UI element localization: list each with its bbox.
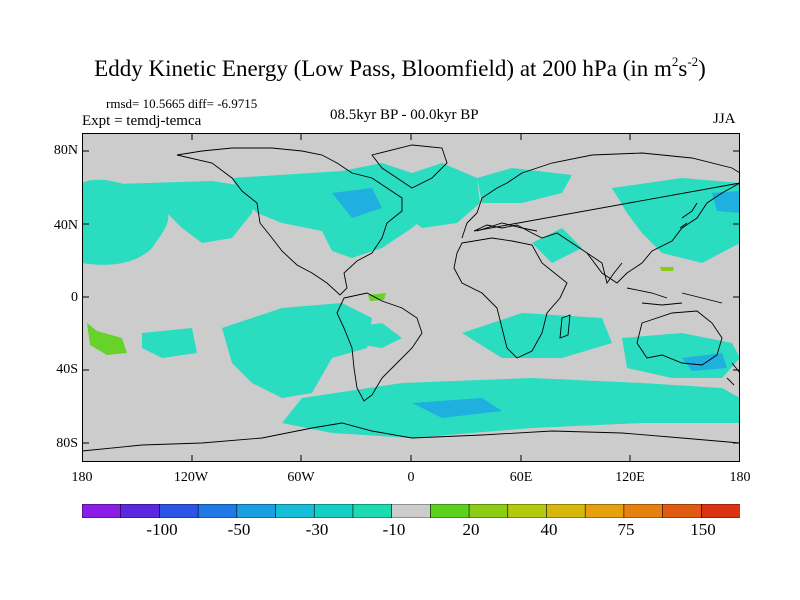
coast-eurasia: [461, 152, 740, 284]
y-tick-40s: 40S: [56, 362, 78, 377]
y-tick-80n: 80N: [53, 143, 78, 158]
colorbar-label-neg50: -50: [227, 520, 251, 539]
experiment-label: Expt = temdj-temca: [82, 113, 202, 129]
colorbar-swatch: [468, 504, 509, 518]
colorbar-swatch: [391, 504, 432, 518]
coast-north-america: [176, 147, 403, 296]
y-tick-80s: 80S: [56, 436, 78, 451]
colorbar-swatch: [275, 504, 315, 518]
colorbar-swatch: [159, 504, 199, 518]
colorbar-swatch: [120, 504, 161, 518]
season-label: JJA: [713, 111, 736, 127]
colorbar-label-40: 40: [540, 520, 558, 539]
field-positive-pacific: [660, 267, 674, 271]
title-text: Eddy Kinetic Energy (Low Pass, Bloomfiel…: [94, 56, 672, 81]
x-tick-60e: 60E: [509, 470, 533, 485]
field-south-atlantic: [347, 323, 402, 348]
field-north-pacific-east: [82, 181, 257, 243]
field-south-america-band: [222, 303, 372, 398]
colorbar-swatch: [313, 504, 354, 518]
tick-marks: [82, 133, 740, 462]
colorbar-swatch: [546, 504, 586, 518]
map-panel: [82, 133, 740, 462]
x-tick-180e: 180: [729, 470, 751, 485]
stats-label: rmsd= 10.5665 diff= -6.9715: [106, 96, 258, 111]
coast-south-america: [336, 292, 423, 402]
period-label: 08.5kyr BP - 00.0kyr BP: [330, 107, 479, 123]
coast-new-zealand: [726, 362, 740, 386]
field-blue-core-4: [712, 191, 740, 213]
field-positive-atlantic: [368, 293, 386, 301]
x-tick-120e: 120E: [615, 470, 645, 485]
coast-mediterranean: [476, 222, 538, 232]
colorbar: [82, 504, 740, 518]
title-close: ): [698, 56, 706, 81]
title-unit-s: s: [678, 56, 688, 81]
colorbar-swatch: [197, 504, 238, 518]
colorbar-label-neg30: -30: [305, 520, 329, 539]
coast-australia: [636, 310, 723, 366]
x-tick-120w: 120W: [173, 470, 209, 485]
coast-india: [586, 252, 623, 285]
colorbar-swatch: [662, 504, 703, 518]
field-north-atlantic: [402, 163, 480, 228]
field-east-asia: [612, 178, 740, 263]
colorbar-swatch: [82, 504, 122, 518]
coast-madagascar: [559, 314, 571, 339]
y-tick-40n: 40N: [53, 218, 78, 233]
x-tick-180w: 180: [71, 470, 93, 485]
field-blue-core-1: [332, 188, 382, 218]
coast-japan: [679, 202, 698, 229]
colorbar-swatch: [623, 504, 664, 518]
colorbar-swatch: [236, 504, 277, 518]
colorbar-swatch: [507, 504, 548, 518]
coast-antarctica: [82, 422, 740, 452]
field-regions: [82, 163, 740, 438]
colorbar-label-150: 150: [690, 520, 716, 539]
coastlines: [82, 144, 740, 452]
colorbar-label-75: 75: [617, 520, 635, 539]
colorbar-label-neg100: -100: [146, 520, 178, 539]
field-north-america: [232, 163, 452, 258]
y-tick-0: 0: [71, 290, 78, 305]
coast-africa: [453, 237, 568, 359]
colorbar-swatch: [584, 504, 625, 518]
colorbar-label-neg10: -10: [382, 520, 406, 539]
coast-greenland: [371, 144, 448, 189]
field-blue-core-3: [682, 353, 727, 371]
title-sup-2: -2: [687, 54, 699, 69]
colorbar-label-20: 20: [462, 520, 480, 539]
title-sup-1: 2: [671, 54, 679, 69]
colorbar-swatch: [430, 504, 470, 518]
field-indian-ocean: [462, 313, 612, 358]
x-tick-60w: 60W: [287, 470, 315, 485]
field-blue-core-2: [412, 398, 502, 418]
x-tick-0: 0: [407, 470, 415, 485]
plot-title: Eddy Kinetic Energy (Low Pass, Bloomfiel…: [0, 54, 800, 82]
field-positive-south-pacific: [87, 323, 127, 355]
colorbar-swatch: [700, 504, 740, 518]
field-south-pacific-west: [142, 328, 197, 358]
field-southern-ocean: [282, 378, 740, 438]
colorbar-swatch: [352, 504, 393, 518]
coast-indonesia: [626, 287, 723, 306]
field-europe-asia-band: [477, 168, 572, 203]
